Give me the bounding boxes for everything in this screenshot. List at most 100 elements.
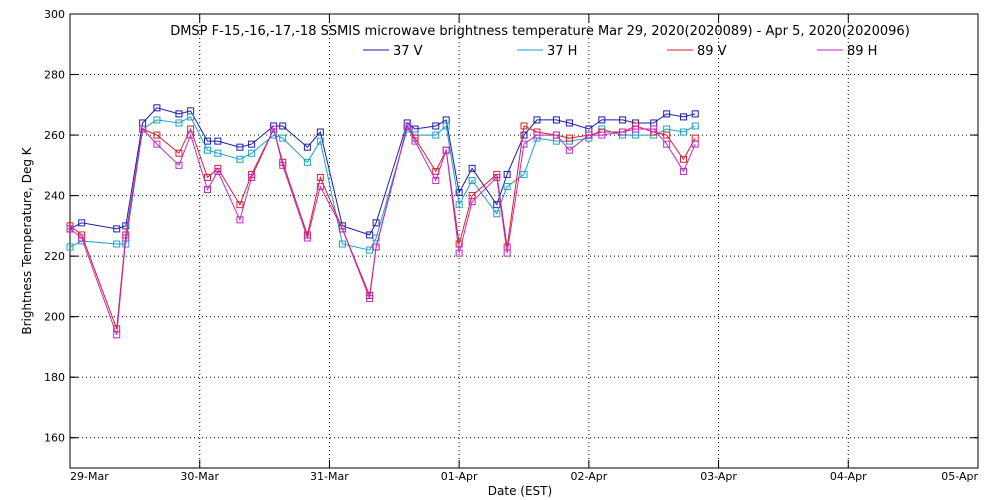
y-tick-label: 220 — [44, 250, 65, 263]
series-line — [69, 116, 696, 251]
data-point — [366, 295, 374, 303]
data-point — [598, 116, 606, 124]
data-point — [113, 225, 121, 233]
series-89-v — [66, 122, 699, 333]
data-point — [403, 122, 411, 130]
data-point — [598, 131, 606, 139]
x-tick-label: 30-Mar — [180, 470, 219, 483]
data-point — [503, 170, 511, 178]
x-tick-label: 03-Apr — [700, 470, 737, 483]
data-point — [691, 134, 699, 142]
data-point — [279, 122, 287, 130]
series-37-v — [66, 104, 699, 239]
data-point — [214, 167, 222, 175]
data-point — [552, 116, 560, 124]
series-group — [66, 104, 699, 339]
data-point — [316, 128, 324, 136]
data-point — [175, 161, 183, 169]
data-point — [203, 146, 211, 154]
data-point — [455, 189, 463, 197]
data-point — [78, 219, 86, 227]
data-point — [442, 146, 450, 154]
data-point — [316, 183, 324, 191]
data-point — [680, 128, 688, 136]
plot-area-frame — [69, 13, 979, 469]
data-point — [619, 128, 627, 136]
data-point — [139, 125, 147, 133]
y-tick-label: 240 — [44, 190, 65, 203]
data-point — [187, 113, 195, 121]
data-point — [663, 131, 671, 139]
data-point — [78, 234, 86, 242]
data-point — [565, 119, 573, 127]
legend-label: 89 H — [847, 44, 877, 59]
y-tick-label: 200 — [44, 311, 65, 324]
data-point — [175, 119, 183, 127]
data-point — [203, 173, 211, 181]
data-point — [663, 110, 671, 118]
data-point — [565, 134, 573, 142]
data-point — [122, 234, 130, 242]
data-point — [520, 122, 528, 130]
data-point — [680, 113, 688, 121]
x-tick-label: 02-Apr — [570, 470, 607, 483]
legend-label: 37 V — [393, 44, 423, 59]
data-point — [565, 146, 573, 154]
legend-item: 89 H — [817, 44, 877, 59]
grid — [70, 14, 978, 468]
data-point — [493, 173, 501, 181]
y-tick-label: 180 — [44, 371, 65, 384]
data-point — [279, 161, 287, 169]
series-89-h — [66, 122, 699, 339]
data-point — [236, 155, 244, 163]
x-axis-label: Date (EST) — [488, 484, 552, 498]
data-point — [66, 225, 74, 233]
legend-label: 89 V — [697, 44, 727, 59]
series-line — [69, 124, 696, 329]
data-point — [316, 173, 324, 181]
series-line — [69, 124, 696, 335]
data-point — [432, 176, 440, 184]
data-point — [338, 225, 346, 233]
data-point — [372, 219, 380, 227]
data-point — [691, 140, 699, 148]
x-tick-label: 29-Mar — [70, 470, 109, 483]
data-point — [468, 164, 476, 172]
data-point — [153, 140, 161, 148]
x-tick-label: 05-Apr — [941, 470, 978, 483]
y-axis-label: Brightness Temperature, Deg K — [20, 146, 34, 334]
data-point — [432, 122, 440, 130]
legend-item: 37 H — [517, 44, 577, 59]
data-point — [533, 131, 541, 139]
data-point — [468, 198, 476, 206]
data-point — [270, 125, 278, 133]
data-point — [533, 116, 541, 124]
data-point — [248, 173, 256, 181]
chart-title: DMSP F-15,-16,-17,-18 SSMIS microwave br… — [170, 24, 910, 39]
data-point — [493, 210, 501, 218]
data-point — [411, 137, 419, 145]
data-point — [248, 149, 256, 157]
y-tick-label: 160 — [44, 432, 65, 445]
y-tick-label: 280 — [44, 69, 65, 82]
data-point — [316, 137, 324, 145]
data-point — [236, 201, 244, 209]
data-point — [113, 240, 121, 248]
data-point — [442, 122, 450, 130]
data-point — [153, 104, 161, 112]
data-point — [663, 140, 671, 148]
data-point — [279, 134, 287, 142]
data-point — [214, 149, 222, 157]
data-point — [113, 331, 121, 339]
data-point — [66, 243, 74, 251]
data-point — [455, 201, 463, 209]
data-point — [153, 116, 161, 124]
x-tick-label: 31-Mar — [310, 470, 349, 483]
data-point — [552, 131, 560, 139]
data-point — [691, 110, 699, 118]
data-point — [303, 234, 311, 242]
data-point — [372, 234, 380, 242]
legend: 37 V 37 H 89 V 89 H — [363, 44, 877, 59]
data-point — [187, 131, 195, 139]
